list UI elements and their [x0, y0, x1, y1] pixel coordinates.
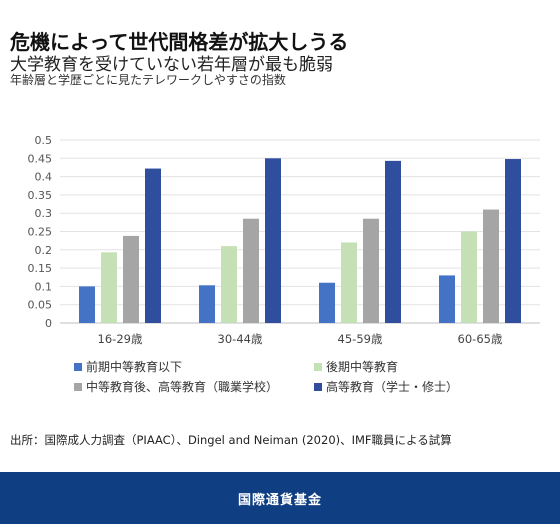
- legend-swatch-series-2: [314, 362, 322, 371]
- y-tick-label: 0.35: [28, 189, 53, 202]
- y-tick-label: 0.2: [35, 244, 53, 257]
- source-note: 出所：国際成人力調査（PIAAC）、Dingel and Neiman (202…: [10, 433, 452, 447]
- bar: [341, 242, 357, 323]
- bar: [385, 160, 401, 323]
- y-tick-label: 0.5: [35, 134, 53, 147]
- bar: [101, 252, 117, 323]
- footer-bar: 国際通貨基金: [0, 472, 560, 524]
- legend-swatch-series-4: [314, 382, 322, 391]
- legend-swatch-series-1: [74, 362, 82, 371]
- y-tick-label: 0.25: [28, 226, 53, 239]
- chart-caption: 年齢層と学歴ごとに見たテレワークしやすさの指数: [10, 73, 286, 87]
- legend-label-series-1: 前期中等教育以下: [86, 360, 183, 374]
- bar: [79, 286, 95, 323]
- legend-label-series-3: 中等教育後、高等教育（職業学校）: [86, 380, 279, 394]
- chart-title: 危機によって世代間格差が拡大しうる: [10, 30, 349, 54]
- bar: [483, 209, 499, 323]
- bar: [461, 231, 477, 323]
- bar-chart: 0 0.05 0.1 0.15 0.2 0.25 0.3 0.35 0.4 0.45 0.5 16-2…: [28, 134, 540, 346]
- y-tick-label: 0.05: [28, 299, 53, 312]
- bar: [319, 282, 335, 323]
- y-tick-label: 0.3: [35, 207, 53, 220]
- x-tick-label: 45-59歳: [338, 332, 383, 346]
- legend-item-series-1: 前期中等教育以下: [74, 358, 182, 375]
- y-tick-label: 0.4: [35, 171, 53, 184]
- y-tick-label: 0.1: [35, 280, 53, 293]
- x-tick-label: 60-65歳: [458, 332, 503, 346]
- x-tick-label: 16-29歳: [98, 332, 143, 346]
- legend-item-series-4: 高等教育（学士・修士）: [314, 378, 458, 395]
- bar: [243, 218, 259, 323]
- y-tick-label: 0.45: [28, 152, 53, 165]
- legend-item-series-3: 中等教育後、高等教育（職業学校）: [74, 378, 278, 395]
- y-tick-label: 0: [45, 317, 52, 330]
- bar: [199, 285, 215, 323]
- bar: [123, 235, 139, 323]
- chart-subtitle: 大学教育を受けていない若年層が最も脆弱: [10, 55, 333, 75]
- legend-label-series-4: 高等教育（学士・修士）: [326, 380, 459, 394]
- legend-label-series-2: 後期中等教育: [326, 360, 399, 374]
- bar: [145, 168, 161, 323]
- bar: [221, 246, 237, 323]
- y-tick-label: 0.15: [28, 262, 53, 275]
- footer-org-name: 国際通貨基金: [237, 492, 322, 508]
- legend-swatch-series-3: [74, 382, 82, 391]
- legend-item-series-2: 後期中等教育: [314, 358, 398, 375]
- x-tick-label: 30-44歳: [218, 332, 263, 346]
- bar: [439, 275, 455, 323]
- bar: [265, 158, 281, 323]
- bar: [363, 218, 379, 323]
- bar: [505, 159, 521, 323]
